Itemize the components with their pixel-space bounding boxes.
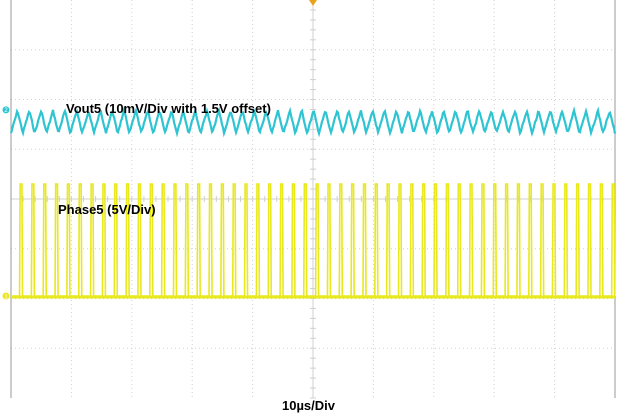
ch2-marker-dot xyxy=(2,106,10,114)
ch1-marker-text: 1 xyxy=(4,294,8,300)
ch2-marker: 2 xyxy=(2,106,10,114)
ch1-marker-dot xyxy=(2,292,10,300)
channel-markers: 12 xyxy=(2,0,317,300)
phase-series-label: Phase5 (5V/Div) xyxy=(58,202,156,217)
ch2-marker-text: 2 xyxy=(4,108,8,114)
ch1-marker: 1 xyxy=(2,292,10,300)
vout-trace xyxy=(9,105,617,138)
traces xyxy=(9,105,617,299)
phase-trace xyxy=(11,183,616,297)
vout-series-label: Vout5 (10mV/Div with 1.5V offset) xyxy=(66,101,271,116)
trigger-marker xyxy=(309,0,317,6)
x-axis-label: 10µs/Div xyxy=(281,398,336,413)
